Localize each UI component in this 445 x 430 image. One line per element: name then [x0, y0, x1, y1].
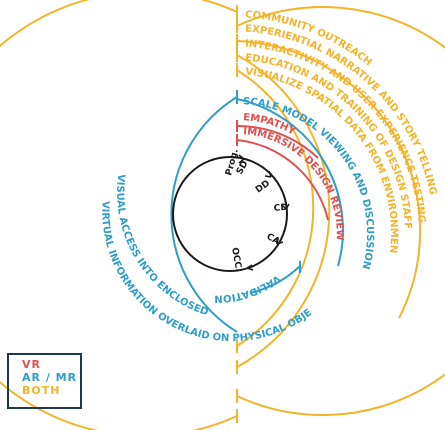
core-circle — [172, 156, 288, 272]
label-validation: VALIDATION — [214, 272, 282, 303]
label-visual-access: VISUAL ACCESS INTO ENCLOSED SPACES — [0, 0, 210, 318]
arc-visual-access — [170, 96, 238, 333]
arc-narrative — [236, 6, 445, 416]
arc-immersive-review — [236, 139, 329, 221]
arrow-icon — [281, 203, 290, 210]
arrow-icon — [238, 154, 245, 164]
arc-validation — [249, 265, 301, 294]
armr-arcs — [170, 90, 344, 333]
curved-labels: COMMUNITY OUTREACH EXPERIENTIAL NARRATIV… — [0, 0, 438, 344]
arc-scale-model — [236, 98, 344, 267]
arrow-icon — [246, 264, 254, 271]
arc-interactivity — [236, 40, 422, 319]
phase-occ: OCC. — [229, 247, 243, 273]
vr-arcs — [236, 120, 329, 221]
legend-both: BOTH — [22, 384, 61, 397]
legend-box: VR AR / MR BOTH — [7, 353, 82, 409]
phase-labels: Prog. SD DD CD CA OCC. — [224, 148, 288, 272]
arc-education — [236, 54, 331, 368]
arc-spatial-data — [236, 69, 315, 347]
arrow-icon — [264, 170, 272, 178]
phase-dd: DD — [254, 179, 272, 196]
phase-cd: CD — [273, 203, 288, 214]
phase-circle — [172, 154, 290, 272]
legend-vr: VR — [22, 358, 41, 371]
legend-ar-mr: AR / MR — [22, 371, 78, 384]
arrow-icon — [276, 238, 284, 245]
arc-empathy — [236, 124, 319, 159]
